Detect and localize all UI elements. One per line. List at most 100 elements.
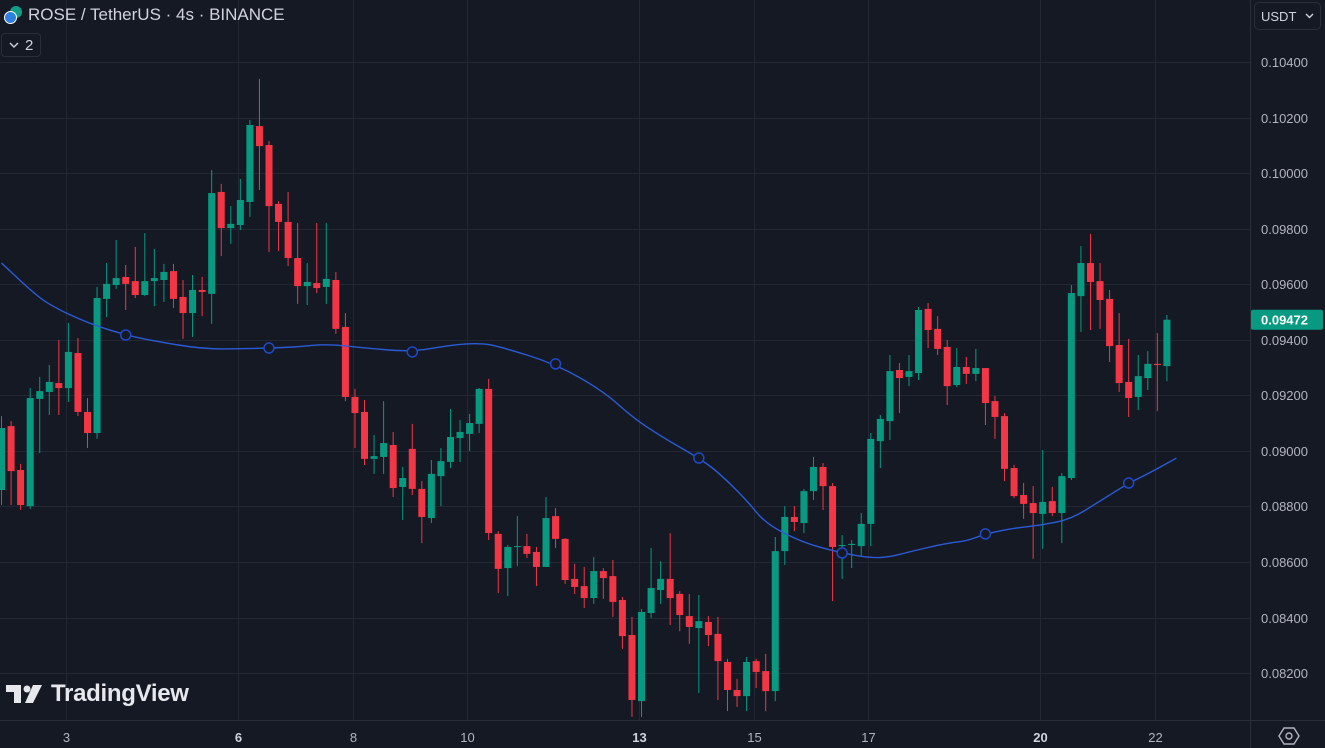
candle-body — [1010, 468, 1018, 497]
candle-up — [303, 263, 311, 305]
indicators-count: 2 — [25, 36, 34, 54]
price-tick-label: 0.10000 — [1261, 166, 1308, 181]
candle-up — [867, 433, 875, 547]
candle-up — [972, 348, 980, 382]
candle-up — [380, 401, 388, 474]
candle-body — [552, 516, 560, 539]
candle-up — [657, 561, 665, 604]
candle-body — [55, 383, 63, 389]
candle-body — [876, 418, 884, 442]
candle-body — [886, 371, 894, 422]
tradingview-logo-icon — [6, 685, 42, 703]
time-tick-label: 3 — [63, 730, 70, 745]
candle-down — [733, 678, 741, 707]
candle-body — [733, 690, 741, 697]
candle-down — [532, 546, 540, 587]
candle-body — [618, 600, 626, 637]
candle-down — [790, 506, 798, 532]
candle-up — [781, 506, 789, 565]
candle-down — [676, 591, 684, 632]
time-tick-label: 15 — [747, 730, 761, 745]
candle-body — [714, 633, 722, 662]
price-tick-label: 0.08600 — [1261, 555, 1308, 570]
candle-body — [590, 571, 598, 599]
candle-up — [236, 178, 244, 230]
candle-down — [389, 431, 397, 497]
time-tick-label: 13 — [632, 730, 646, 745]
candle-up — [0, 416, 6, 505]
candle-down — [494, 531, 502, 594]
candle-down — [341, 313, 349, 402]
candle-body — [246, 125, 254, 202]
candle-body — [1001, 416, 1009, 469]
candle-down — [1153, 333, 1161, 412]
candle-up — [647, 548, 655, 619]
candle-down — [609, 560, 617, 617]
time-axis[interactable]: 3 6 8 10 13 15 17 20 22 — [0, 720, 1325, 748]
candle-body — [303, 281, 311, 287]
price-axis[interactable]: 0.10400 0.10200 0.10000 0.09800 0.09600 0.094… — [1250, 0, 1325, 748]
candle-body — [704, 621, 712, 635]
symbol-header[interactable]: ROSE / TetherUS · 4s · BINANCE — [4, 5, 285, 25]
price-tick-label: 0.09000 — [1261, 444, 1308, 459]
moving-average-marker — [549, 358, 562, 370]
candle-body — [446, 436, 454, 462]
candle-up — [189, 275, 197, 337]
candle-body — [666, 578, 674, 599]
price-axis-background — [1250, 0, 1325, 748]
time-tick-label: 20 — [1033, 730, 1047, 745]
candle-body — [800, 491, 808, 524]
currency-label: USDT — [1261, 8, 1297, 24]
candle-down — [819, 463, 827, 510]
tradingview-watermark[interactable]: TradingView — [6, 680, 189, 708]
candle-body — [915, 310, 923, 374]
candle-body — [456, 431, 464, 439]
candle-body — [762, 671, 770, 692]
candle-up — [475, 388, 483, 434]
last-price-label: 0.09472 — [1261, 313, 1308, 328]
candle-up — [876, 415, 884, 469]
candle-body — [122, 276, 130, 284]
candle-down — [332, 271, 340, 334]
price-tick-label: 0.08400 — [1261, 611, 1308, 626]
candle-body — [1029, 503, 1037, 514]
candle-body — [1163, 319, 1171, 367]
candle-body — [1125, 381, 1133, 399]
candle-up — [513, 516, 521, 567]
candle-down — [962, 356, 970, 384]
candle-body — [695, 621, 703, 629]
candle-down — [580, 566, 588, 609]
currency-select[interactable]: USDT — [1254, 2, 1321, 30]
chevron-down-icon — [9, 42, 19, 48]
candle-down — [666, 533, 674, 625]
candle-body — [236, 200, 244, 225]
price-tick-label: 0.08800 — [1261, 499, 1308, 514]
candle-body — [17, 470, 25, 505]
candle-body — [189, 290, 197, 314]
candle-body — [953, 366, 961, 385]
candle-body — [934, 328, 942, 349]
moving-average-line — [1, 262, 1177, 559]
candle-down — [752, 658, 760, 689]
candle-down — [255, 78, 263, 190]
candle-body — [418, 488, 426, 517]
indicators-toggle-button[interactable]: 2 — [1, 33, 42, 57]
candle-body — [1144, 363, 1152, 379]
candle-up — [150, 248, 158, 307]
price-tick-label: 0.09400 — [1261, 333, 1308, 348]
candle-body — [752, 661, 760, 672]
candle-down — [284, 191, 292, 267]
time-axis-background — [0, 720, 1250, 748]
candle-body — [962, 366, 970, 374]
candle-body — [532, 551, 540, 567]
candle-body — [848, 543, 856, 545]
chart-settings-icon[interactable] — [1278, 726, 1300, 746]
symbol-title[interactable]: ROSE / TetherUS · 4s · BINANCE — [28, 5, 285, 24]
time-tick-label: 22 — [1148, 730, 1162, 745]
candle-body — [972, 368, 980, 374]
candle-body — [7, 426, 15, 472]
candle-down — [628, 616, 636, 717]
candle-body — [160, 271, 168, 280]
candle-body — [676, 593, 684, 615]
